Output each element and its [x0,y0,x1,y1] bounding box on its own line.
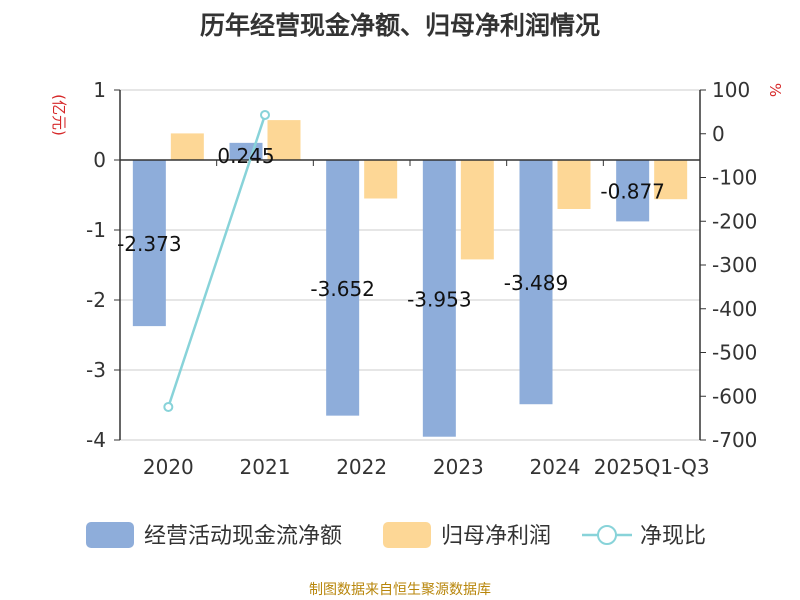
left-tick-label: -2 [86,288,106,312]
legend-ratio-marker [597,525,617,545]
ratio-line-layer [163,109,270,412]
cashflow-bar [132,160,166,327]
category-label: 2022 [336,455,387,479]
net-profit-bar [267,120,301,160]
legend-cashflow-label: 经营活动现金流净额 [144,524,342,549]
ratio-line [167,114,267,408]
left-tick-label: 1 [93,78,106,102]
category-label: 2025Q1-Q3 [594,455,710,479]
data-labels: -2.373 0.245 -3.652 -3.953 -3.489 -0.877 [117,144,665,312]
right-tick-label: -500 [712,341,757,365]
axes: 1 0 -1 -2 -3 -4 100 0 -100 -200 -300 -400 -500 -600 -7… [50,78,784,479]
left-tick-label: -4 [86,428,106,452]
left-axis-unit: (亿元) [50,94,68,136]
legend-ratio: 净现比 [582,524,706,549]
legend-net-profit: 归母净利润 [383,522,551,549]
category-label: 2024 [530,455,581,479]
cashflow-data-label: -3.489 [504,271,568,295]
left-tick-label: -1 [86,218,106,242]
legend-ratio-label: 净现比 [640,524,706,549]
legend-cashflow: 经营活动现金流净额 [86,522,342,549]
legend: 经营活动现金流净额 归母净利润 净现比 [86,522,706,549]
right-tick-label: -100 [712,166,757,190]
ratio-point [163,401,174,412]
cashflow-data-label: -0.877 [600,180,664,204]
cashflow-bar [616,160,650,222]
chart-title: 历年经营现金净额、归母净利润情况 [199,11,600,40]
right-axis-unit: % [766,83,784,97]
net-profit-bar [557,160,591,209]
cashflow-data-label: -3.652 [310,277,374,301]
right-tick-label: -400 [712,297,757,321]
right-tick-label: 0 [712,122,725,146]
cashflow-bar [422,160,456,437]
grid-lines [120,89,700,441]
cashflow-data-label: -2.373 [117,232,181,256]
ratio-point [260,109,270,120]
category-label: 2023 [433,455,484,479]
legend-net-profit-label: 归母净利润 [441,524,551,549]
cashflow-data-label: -3.953 [407,287,471,311]
right-tick-label: -300 [712,253,757,277]
cashflow-bar [326,160,360,416]
bar-layer [132,120,688,437]
right-tick-label: -600 [712,384,757,408]
net-profit-bar [170,133,204,160]
legend-net-profit-swatch [383,522,431,548]
source-note: 制图数据来自恒生聚源数据库 [309,582,491,598]
legend-cashflow-swatch [86,522,134,548]
net-profit-bar [654,160,688,200]
right-tick-label: -200 [712,209,757,233]
left-tick-label: 0 [93,148,106,172]
right-tick-label: -700 [712,428,757,452]
net-profit-bar [460,160,494,260]
net-profit-bar [364,160,398,199]
cashflow-bar [519,160,553,405]
category-label: 2020 [143,455,194,479]
cashflow-data-label: 0.245 [217,144,274,168]
left-tick-label: -3 [86,358,106,382]
category-label: 2021 [240,455,291,479]
right-tick-label: 100 [712,78,750,102]
